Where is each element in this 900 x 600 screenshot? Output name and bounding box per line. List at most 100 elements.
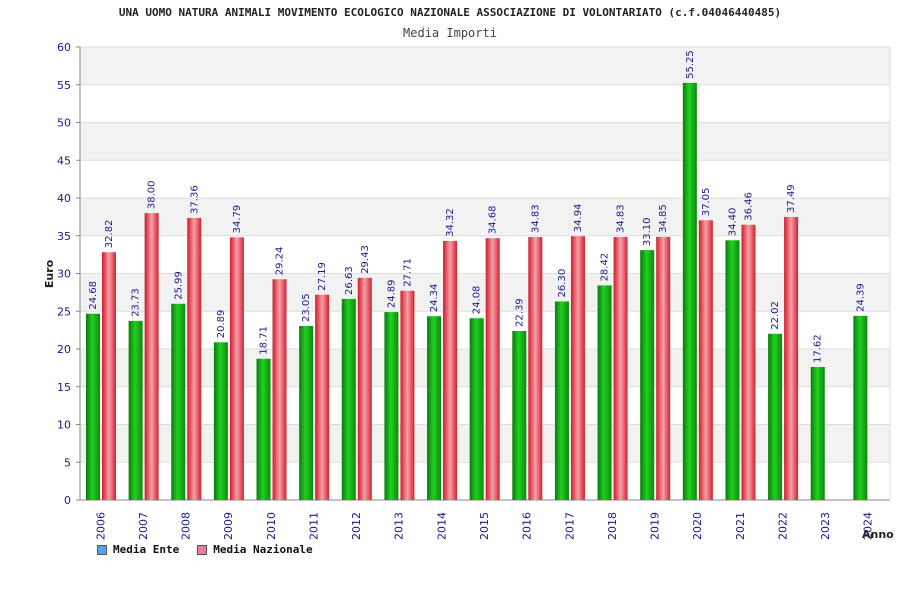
y-tick-label: 20 [57, 343, 71, 356]
chart-subtitle: Media Importi [403, 26, 497, 40]
data-label-media-ente-2024: 24.39 [855, 283, 866, 312]
y-tick-label: 30 [57, 268, 71, 281]
data-label-media-ente-2017: 26.30 [557, 269, 568, 298]
data-label-media-ente-2012: 26.63 [344, 266, 355, 295]
plot-band [80, 47, 890, 85]
data-label-media-ente-2023: 17.62 [813, 334, 824, 363]
x-tick-label-2016: 2016 [521, 512, 534, 540]
data-label-media-nazionale-2021: 36.46 [743, 192, 754, 221]
bar-media-nazionale-2009 [229, 237, 244, 500]
legend-label-media-nazionale: Media Nazionale [213, 543, 313, 556]
y-tick-label: 25 [57, 305, 71, 318]
y-tick-label: 55 [57, 79, 71, 92]
legend-label-media-ente: Media Ente [113, 543, 180, 556]
x-axis-label: Anno [862, 528, 894, 541]
x-tick-label-2017: 2017 [563, 512, 576, 540]
data-label-media-nazionale-2018: 34.83 [616, 204, 627, 233]
bar-media-nazionale-2010 [272, 279, 287, 500]
bar-media-nazionale-2021 [741, 224, 756, 501]
y-tick-label: 0 [64, 494, 71, 507]
bar-media-nazionale-2018 [613, 237, 628, 500]
data-label-media-nazionale-2019: 34.85 [658, 204, 669, 233]
bar-media-nazionale-2019 [656, 236, 671, 500]
data-label-media-ente-2021: 34.40 [727, 208, 738, 237]
data-label-media-nazionale-2017: 34.94 [573, 204, 584, 233]
x-tick-label-2007: 2007 [137, 512, 150, 540]
x-tick-label-2006: 2006 [94, 512, 107, 540]
data-label-media-nazionale-2013: 27.71 [402, 258, 413, 287]
bar-media-ente-2017 [554, 301, 569, 500]
data-label-media-ente-2015: 24.08 [472, 286, 483, 315]
y-tick-label: 35 [57, 230, 71, 243]
y-axis-label: Euro [43, 259, 56, 288]
legend-item-media-ente: Media Ente [97, 543, 179, 556]
bar-media-nazionale-2020 [698, 220, 713, 500]
bar-media-ente-2012 [341, 298, 356, 500]
bar-media-ente-2018 [597, 285, 612, 500]
x-tick-label-2014: 2014 [435, 512, 448, 540]
x-tick-label-2008: 2008 [180, 512, 193, 540]
x-tick-label-2024: 2024 [862, 512, 875, 540]
plot-band [80, 84, 890, 123]
data-label-media-nazionale-2007: 38.00 [147, 180, 158, 209]
bar-media-ente-2011 [299, 325, 314, 500]
x-tick-label-2023: 2023 [819, 512, 832, 540]
y-tick-label: 5 [64, 456, 71, 469]
bar-media-nazionale-2012 [357, 277, 372, 500]
bar-media-nazionale-2017 [570, 236, 585, 500]
y-tick-label: 15 [57, 381, 71, 394]
legend-swatch-media-nazionale [197, 544, 208, 555]
data-label-media-ente-2016: 22.39 [514, 298, 525, 327]
data-label-media-nazionale-2016: 34.83 [530, 204, 541, 233]
plot-band [80, 122, 890, 161]
x-tick-label-2009: 2009 [222, 512, 235, 540]
bar-media-nazionale-2007 [144, 213, 159, 500]
bar-media-ente-2009 [213, 342, 228, 500]
data-label-media-ente-2006: 24.68 [88, 281, 99, 310]
x-tick-label-2015: 2015 [478, 512, 491, 540]
data-label-media-nazionale-2012: 29.43 [360, 245, 371, 274]
data-label-media-ente-2020: 55.25 [685, 50, 696, 79]
bar-media-ente-2016 [512, 330, 527, 500]
data-label-media-ente-2013: 24.89 [386, 279, 397, 308]
data-label-media-ente-2009: 20.89 [216, 310, 227, 339]
y-tick-label: 10 [57, 419, 71, 432]
x-tick-label-2018: 2018 [606, 512, 619, 540]
data-label-media-nazionale-2006: 32.82 [104, 220, 115, 249]
bar-media-ente-2015 [469, 318, 484, 500]
bar-media-ente-2008 [171, 303, 186, 500]
bar-media-ente-2007 [128, 320, 143, 500]
bar-media-ente-2024 [853, 315, 868, 500]
x-tick-label-2012: 2012 [350, 512, 363, 540]
data-label-media-ente-2011: 23.05 [301, 293, 312, 322]
bar-media-nazionale-2008 [187, 217, 202, 500]
bar-media-ente-2014 [427, 316, 442, 500]
bar-media-nazionale-2006 [102, 252, 116, 500]
plot-band [80, 273, 890, 312]
data-label-media-ente-2010: 18.71 [259, 326, 270, 355]
legend-item-media-nazionale: Media Nazionale [197, 543, 313, 556]
bar-media-ente-2010 [256, 358, 271, 500]
y-tick-label: 45 [57, 154, 71, 167]
bar-media-nazionale-2014 [443, 240, 458, 500]
plot-band [80, 160, 890, 198]
plot-band [80, 198, 890, 236]
data-label-media-nazionale-2015: 34.68 [488, 206, 499, 235]
data-label-media-ente-2008: 25.99 [173, 271, 184, 300]
data-label-media-nazionale-2010: 29.24 [275, 247, 286, 276]
data-label-media-nazionale-2020: 37.05 [701, 188, 712, 217]
data-label-media-ente-2007: 23.73 [131, 288, 142, 317]
data-label-media-nazionale-2008: 37.36 [189, 185, 200, 214]
bar-media-nazionale-2016 [528, 237, 543, 500]
x-tick-label-2021: 2021 [734, 512, 747, 540]
legend: Media Ente Media Nazionale [97, 543, 313, 556]
data-label-media-nazionale-2009: 34.79 [232, 205, 243, 234]
chart-title: UNA UOMO NATURA ANIMALI MOVIMENTO ECOLOG… [119, 6, 781, 19]
bar-media-nazionale-2011 [315, 294, 330, 500]
x-tick-label-2022: 2022 [776, 512, 789, 540]
plot-band [80, 235, 890, 274]
x-tick-label-2013: 2013 [393, 512, 406, 540]
bar-media-nazionale-2015 [485, 238, 500, 500]
legend-swatch-media-ente [97, 544, 107, 555]
